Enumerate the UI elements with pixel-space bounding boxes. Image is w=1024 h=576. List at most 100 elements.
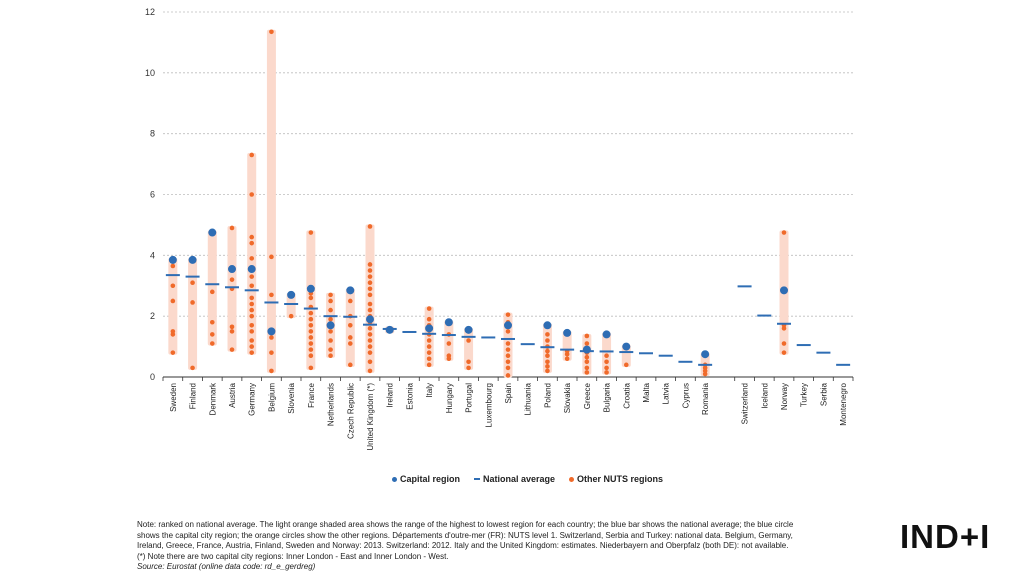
other-region-point [446, 353, 452, 359]
other-region-point [308, 310, 314, 316]
range-bar [188, 257, 198, 370]
y-tick-label: 2 [150, 311, 155, 321]
other-region-point [209, 341, 215, 346]
x-tick-label: Romania [701, 382, 710, 415]
x-tick-label: Switzerland [741, 383, 750, 424]
other-region-point [328, 353, 333, 359]
other-region-point [249, 344, 255, 349]
other-region-point [249, 234, 255, 240]
other-region-point [604, 370, 609, 375]
x-tick-label: Estonia [405, 382, 414, 409]
note-line: Note: ranked on national average. The li… [137, 520, 794, 529]
other-region-point [170, 350, 176, 355]
other-region-point [505, 329, 511, 334]
other-region-point [229, 324, 235, 330]
other-region-point [564, 356, 570, 362]
other-region-point [545, 359, 550, 365]
other-region-point [545, 332, 550, 337]
other-region-point [446, 341, 452, 346]
other-region-point [209, 332, 215, 337]
chart-canvas: 0 2 4 6 8 10 12 Sweden Finland Denmark Austria Germ… [145, 7, 854, 451]
y-tick-label: 10 [145, 68, 155, 78]
x-tick-label: Serbia [819, 382, 828, 406]
x-tick-label: Iceland [760, 383, 769, 409]
x-tick-label: Czech Republic [346, 383, 355, 439]
x-tick-label: Italy [425, 383, 434, 398]
other-region-point [249, 283, 255, 289]
capital-point [622, 342, 631, 351]
capital-point [464, 325, 473, 334]
x-tick-label: Hungary [445, 383, 454, 413]
note-line: shows the capital city region; the orang… [137, 530, 793, 540]
x-tick-label: Spain [504, 383, 513, 403]
other-region-point [308, 230, 314, 235]
x-tick-label: Finland [189, 383, 198, 409]
other-region-point [209, 319, 215, 325]
other-region-point [367, 292, 373, 298]
other-region-point [347, 322, 353, 328]
other-region-point [249, 313, 255, 319]
legend-label: Capital region [400, 474, 461, 484]
other-region-point [269, 335, 274, 340]
x-tick-label: Ireland [386, 383, 395, 407]
capital-point [247, 265, 256, 274]
other-region-point [505, 353, 511, 359]
other-region-point [249, 322, 255, 328]
capital-point [346, 286, 355, 295]
other-region-point [229, 329, 235, 334]
other-region-point [545, 368, 550, 374]
other-region-point [584, 359, 590, 365]
capital-point [168, 255, 177, 264]
note-line: (*) Note there are two capital city regi… [137, 551, 449, 561]
other-region-point [584, 354, 590, 360]
range-bar [266, 29, 276, 373]
other-region-point [249, 338, 255, 343]
other-region-point [426, 350, 432, 355]
capital-point [385, 325, 394, 334]
range-bar [168, 257, 178, 355]
national-average-marker-icon [474, 478, 481, 480]
y-tick-label: 6 [150, 190, 155, 200]
note-line: Ireland, Greece, France, Austria, Finlan… [137, 541, 789, 550]
x-tick-label: Poland [543, 383, 552, 408]
other-region-point [545, 338, 550, 343]
source-line: Source: Eurostat (online data code: rd_e… [137, 562, 316, 571]
x-tick-label: Luxembourg [484, 383, 493, 427]
x-tick-label: Bulgaria [603, 382, 612, 412]
other-region-point [328, 292, 333, 298]
other-region-point [190, 365, 195, 371]
range-bar [365, 224, 375, 373]
range-bar [286, 292, 296, 319]
x-tick-label: Belgium [267, 383, 276, 412]
other-region-point [328, 316, 333, 322]
other-region-point [308, 322, 314, 328]
other-region-point [328, 347, 333, 352]
other-region-point [229, 347, 235, 352]
other-region-point [466, 338, 471, 343]
other-region-point [249, 192, 255, 197]
x-tick-label: Montenegro [839, 382, 848, 425]
other-region-point [347, 362, 353, 368]
x-tick-label: Norway [780, 383, 789, 410]
other-region-point [623, 362, 629, 368]
capital-point [306, 284, 315, 293]
x-tick-label: Sweden [169, 383, 178, 412]
x-tick-label: Netherlands [327, 383, 336, 426]
range-bar [464, 327, 474, 370]
other-region-point [367, 359, 373, 365]
other-region-point [505, 365, 511, 371]
range-bar [207, 230, 217, 346]
x-tick-label: United Kingdom (*) [366, 383, 375, 451]
capital-point [602, 330, 611, 339]
other-region-point [190, 300, 195, 305]
other-region-point [505, 312, 511, 317]
other-region-point [367, 280, 373, 286]
other-region-point [249, 301, 255, 307]
legend-label: National average [483, 474, 556, 484]
other-region-point [367, 301, 373, 307]
capital-point [267, 327, 276, 336]
other-region-point [367, 274, 373, 279]
other-region-point [505, 373, 511, 378]
range-bar [562, 330, 572, 361]
other-region-point [328, 298, 333, 304]
